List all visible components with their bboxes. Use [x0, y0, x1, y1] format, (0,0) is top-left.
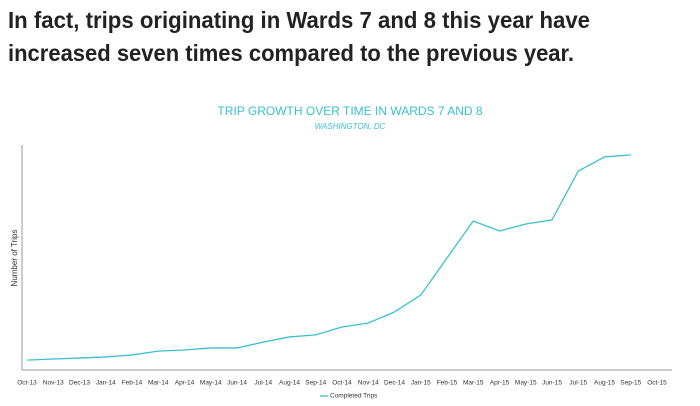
headline: In fact, trips originating in Wards 7 an… — [8, 7, 590, 33]
x-tick-label: Feb-14 — [122, 380, 143, 387]
x-tick-label: Dec-13 — [69, 380, 90, 387]
x-tick-label: Oct-14 — [332, 380, 352, 387]
x-tick-label: Sep-15 — [620, 380, 641, 387]
x-tick-label: May-14 — [200, 380, 222, 387]
x-tick-label: Dec-14 — [384, 380, 405, 387]
legend-label: Completed Trips — [330, 393, 378, 400]
x-tick-label: Jan-14 — [96, 380, 116, 387]
x-tick-label: Jun-15 — [542, 380, 562, 387]
x-tick-label: Aug-14 — [279, 380, 300, 387]
x-tick-label: Oct-15 — [647, 380, 667, 387]
y-axis-label: Number of Trips — [10, 230, 19, 287]
x-tick-label: Jul-14 — [254, 380, 272, 387]
x-tick-label: May-15 — [515, 380, 537, 387]
x-tick-label: Mar-14 — [148, 380, 169, 387]
x-tick-label: Jan-15 — [411, 380, 431, 387]
series-line — [26, 154, 631, 361]
x-tick-label: Mar-15 — [463, 380, 484, 387]
x-tick-label: Nov-14 — [358, 380, 379, 387]
x-tick-label: Feb-15 — [437, 380, 458, 387]
chart-title: TRIP GROWTH OVER TIME IN WARDS 7 AND 8 — [217, 104, 482, 118]
x-tick-label: Apr-15 — [490, 380, 510, 387]
x-tick-label: Jun-14 — [227, 380, 247, 387]
x-tick-label: Apr-14 — [175, 380, 195, 387]
x-tick-label: Oct-13 — [17, 380, 37, 387]
x-tick-label: Jul-15 — [569, 380, 587, 387]
x-tick-label: Nov-13 — [43, 380, 64, 387]
headline: increased seven times compared to the pr… — [8, 40, 574, 66]
x-tick-label: Aug-15 — [594, 380, 615, 387]
chart-subtitle: WASHINGTON, DC — [315, 122, 386, 131]
x-tick-label: Sep-14 — [305, 380, 326, 387]
